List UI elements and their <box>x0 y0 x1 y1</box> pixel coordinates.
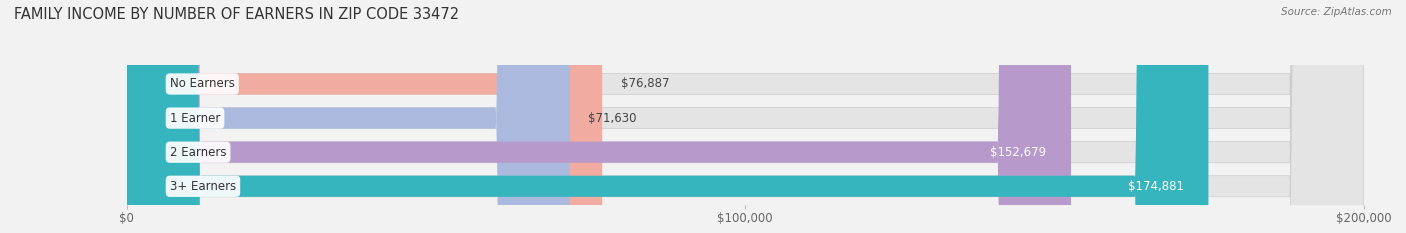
Text: $174,881: $174,881 <box>1128 180 1184 193</box>
Text: FAMILY INCOME BY NUMBER OF EARNERS IN ZIP CODE 33472: FAMILY INCOME BY NUMBER OF EARNERS IN ZI… <box>14 7 460 22</box>
Text: 1 Earner: 1 Earner <box>170 112 221 125</box>
FancyBboxPatch shape <box>127 0 1364 233</box>
Text: 2 Earners: 2 Earners <box>170 146 226 159</box>
FancyBboxPatch shape <box>127 0 569 233</box>
Text: 3+ Earners: 3+ Earners <box>170 180 236 193</box>
FancyBboxPatch shape <box>127 0 1208 233</box>
Text: $152,679: $152,679 <box>990 146 1046 159</box>
FancyBboxPatch shape <box>127 0 1364 233</box>
Text: Source: ZipAtlas.com: Source: ZipAtlas.com <box>1281 7 1392 17</box>
Text: $76,887: $76,887 <box>621 78 669 90</box>
FancyBboxPatch shape <box>127 0 1364 233</box>
FancyBboxPatch shape <box>127 0 602 233</box>
FancyBboxPatch shape <box>127 0 1364 233</box>
Text: No Earners: No Earners <box>170 78 235 90</box>
FancyBboxPatch shape <box>127 0 1071 233</box>
Text: $71,630: $71,630 <box>588 112 637 125</box>
